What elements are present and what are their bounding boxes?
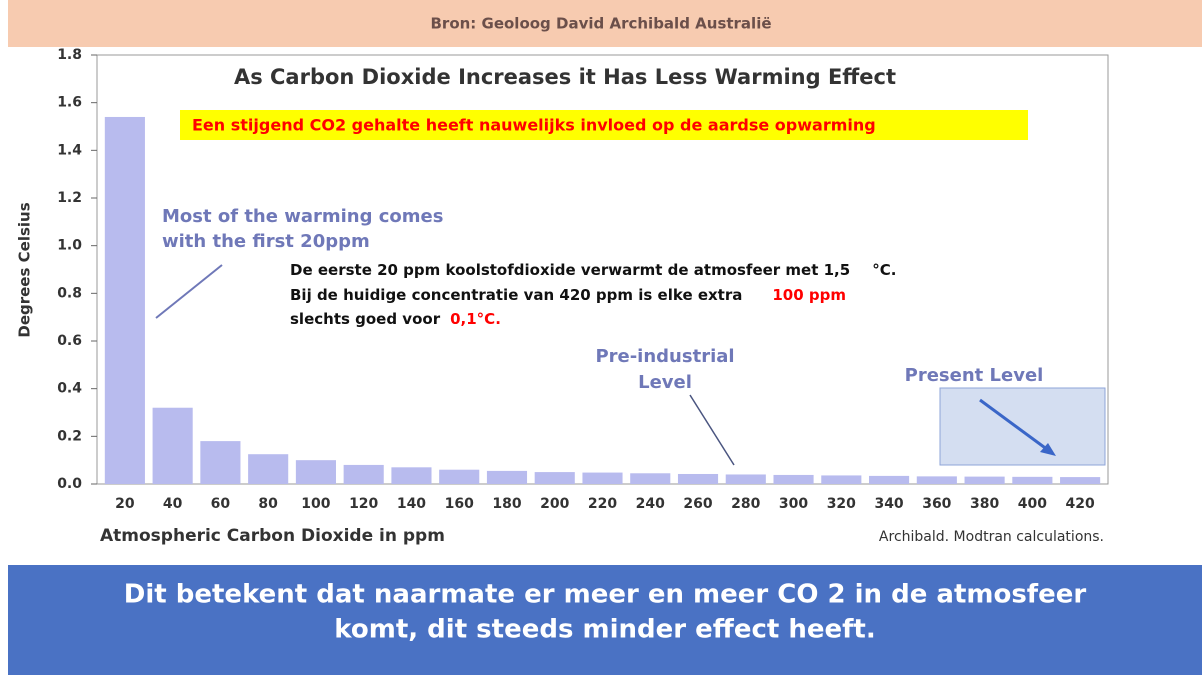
note-text: °C. (872, 261, 896, 279)
bar (677, 473, 719, 484)
bar (200, 441, 241, 484)
arrow (979, 398, 1049, 452)
x-tick-label: 100 (301, 496, 330, 512)
bar (104, 116, 145, 484)
bar (916, 476, 957, 484)
bar (964, 476, 1005, 484)
annotation: Most of the warming comes (162, 206, 443, 227)
note: De eerste 20 ppm koolstofdioxide verwarm… (290, 261, 896, 279)
x-tick-label: 280 (731, 496, 760, 512)
y-tick-label: 1.0 (57, 238, 82, 254)
annotation: Level (638, 372, 692, 393)
x-tick-label: 60 (211, 496, 231, 512)
y-tick-label: 0.0 (57, 476, 82, 492)
y-tick-label: 0.8 (57, 285, 82, 301)
annotation: Present Level (905, 365, 1044, 386)
subtitle-bg (180, 110, 1028, 140)
y-tick-label: 0.6 (57, 333, 82, 349)
x-tick-label: 160 (445, 496, 474, 512)
bar (486, 470, 528, 484)
bar (1060, 477, 1101, 484)
y-tick-label: 0.4 (57, 381, 82, 397)
x-tick-label: 80 (258, 496, 278, 512)
note-text: slechts goed voor (290, 310, 441, 328)
note-text: Bij de huidige concentratie van 420 ppm … (290, 286, 742, 304)
note-highlight: 0,1°C. (450, 310, 501, 328)
bar (343, 464, 384, 484)
footer: Dit betekent dat naarmate er meer en mee… (124, 580, 1087, 610)
y-tick-label: 1.2 (57, 190, 82, 206)
footer: komt, dit steeds minder effect heeft. (334, 615, 875, 645)
x-tick-label: 300 (779, 496, 808, 512)
x-tick-label: 200 (540, 496, 569, 512)
annotation: Pre-industrial (595, 346, 734, 367)
y-tick-label: 1.8 (57, 47, 82, 63)
header-bar (8, 0, 1202, 47)
annotation: with the first 20ppm (162, 231, 370, 252)
bar (295, 460, 336, 484)
y-tick-label: 1.4 (57, 142, 82, 158)
bar (630, 473, 671, 484)
x-tick-label: 40 (163, 496, 183, 512)
bar (725, 474, 766, 484)
arrow (689, 394, 735, 466)
bar (248, 454, 289, 484)
x-tick-label: 380 (970, 496, 999, 512)
x-tick-label: 220 (588, 496, 617, 512)
note: slechts goed voor 0,1°C. (290, 310, 501, 328)
y-tick-label: 1.6 (57, 95, 82, 111)
bar (869, 475, 910, 484)
note-text: De eerste 20 ppm koolstofdioxide verwarm… (290, 261, 850, 279)
subtitle: Een stijgend CO2 gehalte heeft nauwelijk… (192, 116, 876, 135)
x-tick-label: 120 (349, 496, 378, 512)
source: Archibald. Modtran calculations. (879, 529, 1104, 545)
x-tick-label: 240 (636, 496, 665, 512)
bar (1012, 476, 1053, 484)
bar (582, 472, 623, 484)
x-tick-label: 340 (874, 496, 903, 512)
bar (534, 472, 575, 484)
bar (773, 474, 814, 484)
arrow-head (1040, 443, 1056, 456)
x-tick-label: 180 (492, 496, 521, 512)
bar (439, 469, 480, 484)
arrow (155, 264, 223, 319)
y-tick-label: 0.2 (57, 428, 82, 444)
x-tick-label: 400 (1018, 496, 1047, 512)
x-tick-label: 420 (1066, 496, 1095, 512)
x-tick-label: 320 (827, 496, 856, 512)
chart-title: As Carbon Dioxide Increases it Has Less … (234, 65, 896, 89)
x-axis-label: Atmospheric Carbon Dioxide in ppm (100, 526, 445, 546)
bar (391, 467, 432, 484)
x-tick-label: 20 (115, 496, 135, 512)
bar (821, 475, 862, 484)
present-box (939, 387, 1106, 466)
x-tick-label: 260 (683, 496, 712, 512)
footer-bar (8, 565, 1202, 675)
header: Bron: Geoloog David Archibald Australië (430, 15, 771, 33)
x-tick-label: 140 (397, 496, 426, 512)
bar (152, 407, 193, 484)
x-tick-label: 360 (922, 496, 951, 512)
y-axis-label: Degrees Celsius (16, 202, 34, 337)
note-highlight: 100 ppm (772, 286, 846, 304)
note: Bij de huidige concentratie van 420 ppm … (290, 286, 846, 304)
